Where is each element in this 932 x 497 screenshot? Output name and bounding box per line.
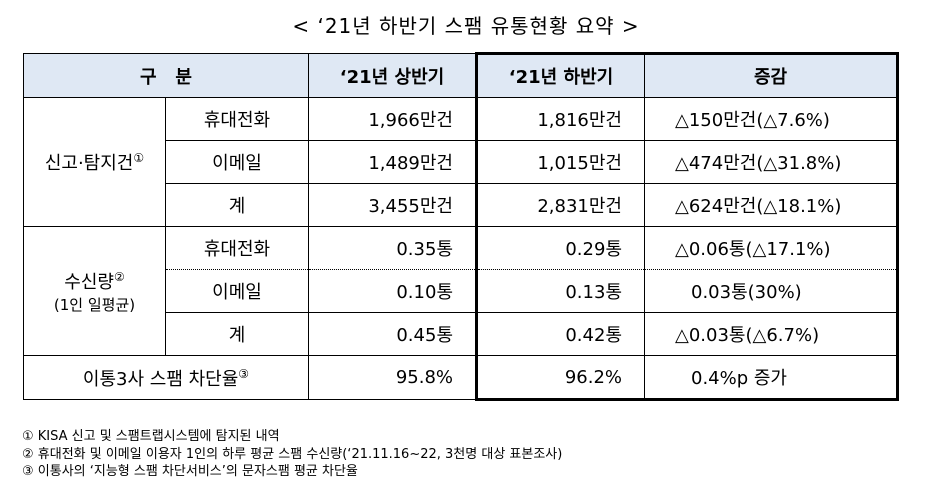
row-item: 이메일 [165, 269, 309, 313]
footnote: ① KISA 신고 및 스팸트랩시스템에 탐지된 내역 [22, 429, 280, 444]
cell-h1: 1,966만건 [308, 97, 477, 141]
row-item: 계 [165, 183, 309, 227]
cell-h1: 0.35통 [308, 226, 477, 270]
cell-h2: 0.29통 [475, 226, 645, 270]
page-title: < ‘21년 하반기 스팸 유통현황 요약 > [292, 14, 640, 38]
table-row: 계 3,455만건 2,831만건 △624만건(△18.1%) [24, 183, 899, 227]
cell-change: 0.4%p 증가 [644, 355, 899, 401]
spam-summary-table: 구 분 ‘21년 상반기 ‘21년 하반기 증감 신고·탐지건① 휴대전화 1,… [23, 52, 899, 401]
cell-change: △474만건(△31.8%) [644, 140, 899, 184]
row-item: 계 [165, 312, 309, 356]
cell-change: △0.06통(△17.1%) [644, 226, 899, 270]
cell-h2: 96.2% [475, 355, 645, 401]
table-row: 이메일 0.10통 0.13통 0.03통(30%) [24, 269, 899, 313]
table-row: 신고·탐지건① 휴대전화 1,966만건 1,816만건 △150만건(△7.6… [23, 97, 899, 227]
cell-h1: 0.45통 [308, 312, 477, 356]
cell-h2: 0.42통 [475, 312, 645, 356]
group-label-received: 수신량② (1인 일평균) [23, 226, 166, 356]
block-rate-label: 이통3사 스팸 차단율③ [23, 355, 309, 400]
row-item: 휴대전화 [165, 97, 309, 141]
row-item: 이메일 [165, 140, 309, 184]
header-h2: ‘21년 하반기 [475, 52, 645, 98]
cell-h1: 1,489만건 [308, 140, 477, 184]
header-h1: ‘21년 상반기 [308, 53, 477, 98]
footnote: ③ 이통사의 ‘지능형 스팸 차단서비스’의 문자스팸 평균 차단율 [22, 464, 358, 479]
cell-change: △150만건(△7.6%) [644, 97, 899, 141]
table-row: 이통3사 스팸 차단율③ 95.8% 96.2% 0.4%p 증가 [23, 355, 899, 401]
row-item: 휴대전화 [165, 226, 309, 270]
header-change: 증감 [644, 52, 899, 98]
header-category: 구 분 [23, 53, 309, 98]
cell-h2: 0.13통 [475, 269, 645, 313]
group-label-reports: 신고·탐지건① [23, 97, 166, 227]
cell-h1: 95.8% [308, 355, 477, 400]
header-row: 구 분 ‘21년 상반기 ‘21년 하반기 증감 [23, 52, 899, 98]
cell-change: △0.03통(△6.7%) [644, 312, 899, 356]
cell-change: 0.03통(30%) [644, 269, 899, 313]
cell-h2: 1,816만건 [475, 97, 645, 141]
footnote: ② 휴대전화 및 이메일 이용자 1인의 하루 평균 스팸 수신량(‘21.11… [22, 446, 563, 462]
cell-h2: 2,831만건 [475, 183, 645, 227]
table-row: 이메일 1,489만건 1,015만건 △474만건(△31.8%) [24, 140, 899, 184]
cell-h2: 1,015만건 [475, 140, 645, 184]
cell-h1: 0.10통 [308, 269, 477, 313]
table-row: 수신량② (1인 일평균) 휴대전화 0.35통 0.29통 △0.06통(△17… [23, 226, 899, 356]
cell-h1: 3,455만건 [308, 183, 477, 227]
table-row: 계 0.45통 0.42통 △0.03통(△6.7%) [24, 312, 899, 356]
footnotes: ① KISA 신고 및 스팸트랩시스템에 탐지된 내역 ② 휴대전화 및 이메일… [22, 428, 562, 481]
cell-change: △624만건(△18.1%) [644, 183, 899, 227]
